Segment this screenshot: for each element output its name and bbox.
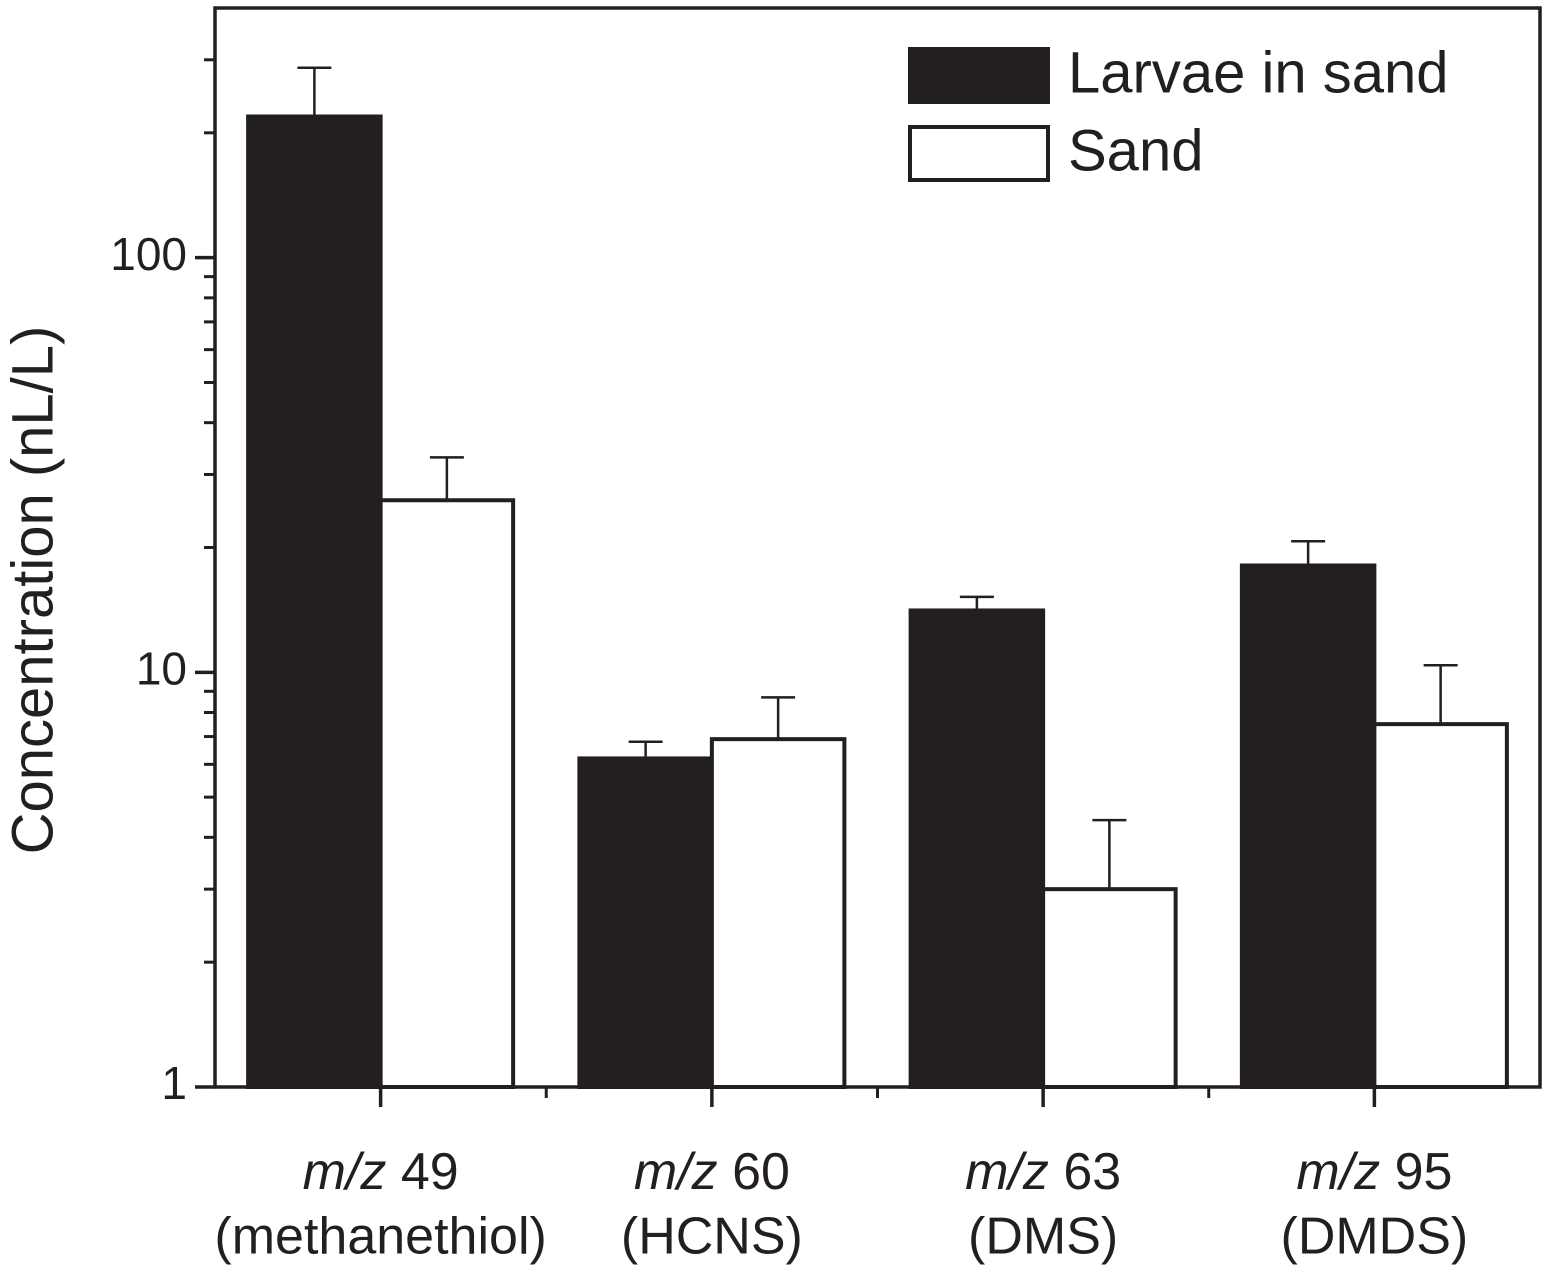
bar bbox=[1239, 563, 1377, 1089]
legend-label: Sand bbox=[1068, 118, 1203, 183]
mass-label: 49 bbox=[401, 1143, 459, 1201]
error-bar bbox=[297, 66, 332, 117]
error-bar bbox=[1291, 540, 1326, 566]
bar bbox=[1372, 722, 1509, 1089]
bar bbox=[246, 114, 383, 1090]
bar bbox=[1041, 887, 1178, 1089]
ion-label: m/z bbox=[634, 1143, 718, 1201]
ion-label: m/z bbox=[965, 1143, 1049, 1201]
mass-label: 60 bbox=[732, 1143, 790, 1201]
bar bbox=[378, 498, 516, 1090]
x-tick-label: (DMDS) bbox=[1281, 1208, 1469, 1266]
error-bar bbox=[628, 740, 663, 759]
error-bar bbox=[1092, 818, 1127, 890]
mass-label: 95 bbox=[1395, 1143, 1453, 1201]
error-bar bbox=[429, 456, 464, 501]
ion-label: m/z bbox=[1296, 1143, 1380, 1201]
x-tick-label: m/z 95 bbox=[1296, 1143, 1452, 1201]
legend-swatch bbox=[908, 125, 1050, 182]
bar bbox=[709, 737, 847, 1089]
x-tick-label: m/z 63 bbox=[965, 1143, 1121, 1201]
error-bar bbox=[959, 595, 994, 611]
error-bar bbox=[761, 696, 796, 740]
y-axis-label: Concentration (nL/L) bbox=[0, 326, 65, 855]
mass-label: 63 bbox=[1063, 1143, 1121, 1201]
y-tick-label: 1 bbox=[161, 1057, 187, 1109]
y-tick-label: 10 bbox=[136, 642, 187, 694]
x-tick-label: m/z 60 bbox=[634, 1143, 790, 1201]
bar bbox=[908, 608, 1046, 1090]
legend-swatch bbox=[908, 47, 1050, 104]
x-tick-label: m/z 49 bbox=[303, 1143, 459, 1201]
x-tick-label: (DMS) bbox=[968, 1208, 1118, 1266]
ion-label: m/z bbox=[303, 1143, 387, 1201]
error-bar bbox=[1423, 664, 1458, 725]
y-tick-label: 100 bbox=[110, 228, 187, 280]
bar bbox=[577, 756, 714, 1089]
legend-label: Larvae in sand bbox=[1068, 40, 1448, 105]
x-tick-label: (methanethiol) bbox=[214, 1208, 546, 1266]
x-tick-label: (HCNS) bbox=[621, 1208, 803, 1266]
